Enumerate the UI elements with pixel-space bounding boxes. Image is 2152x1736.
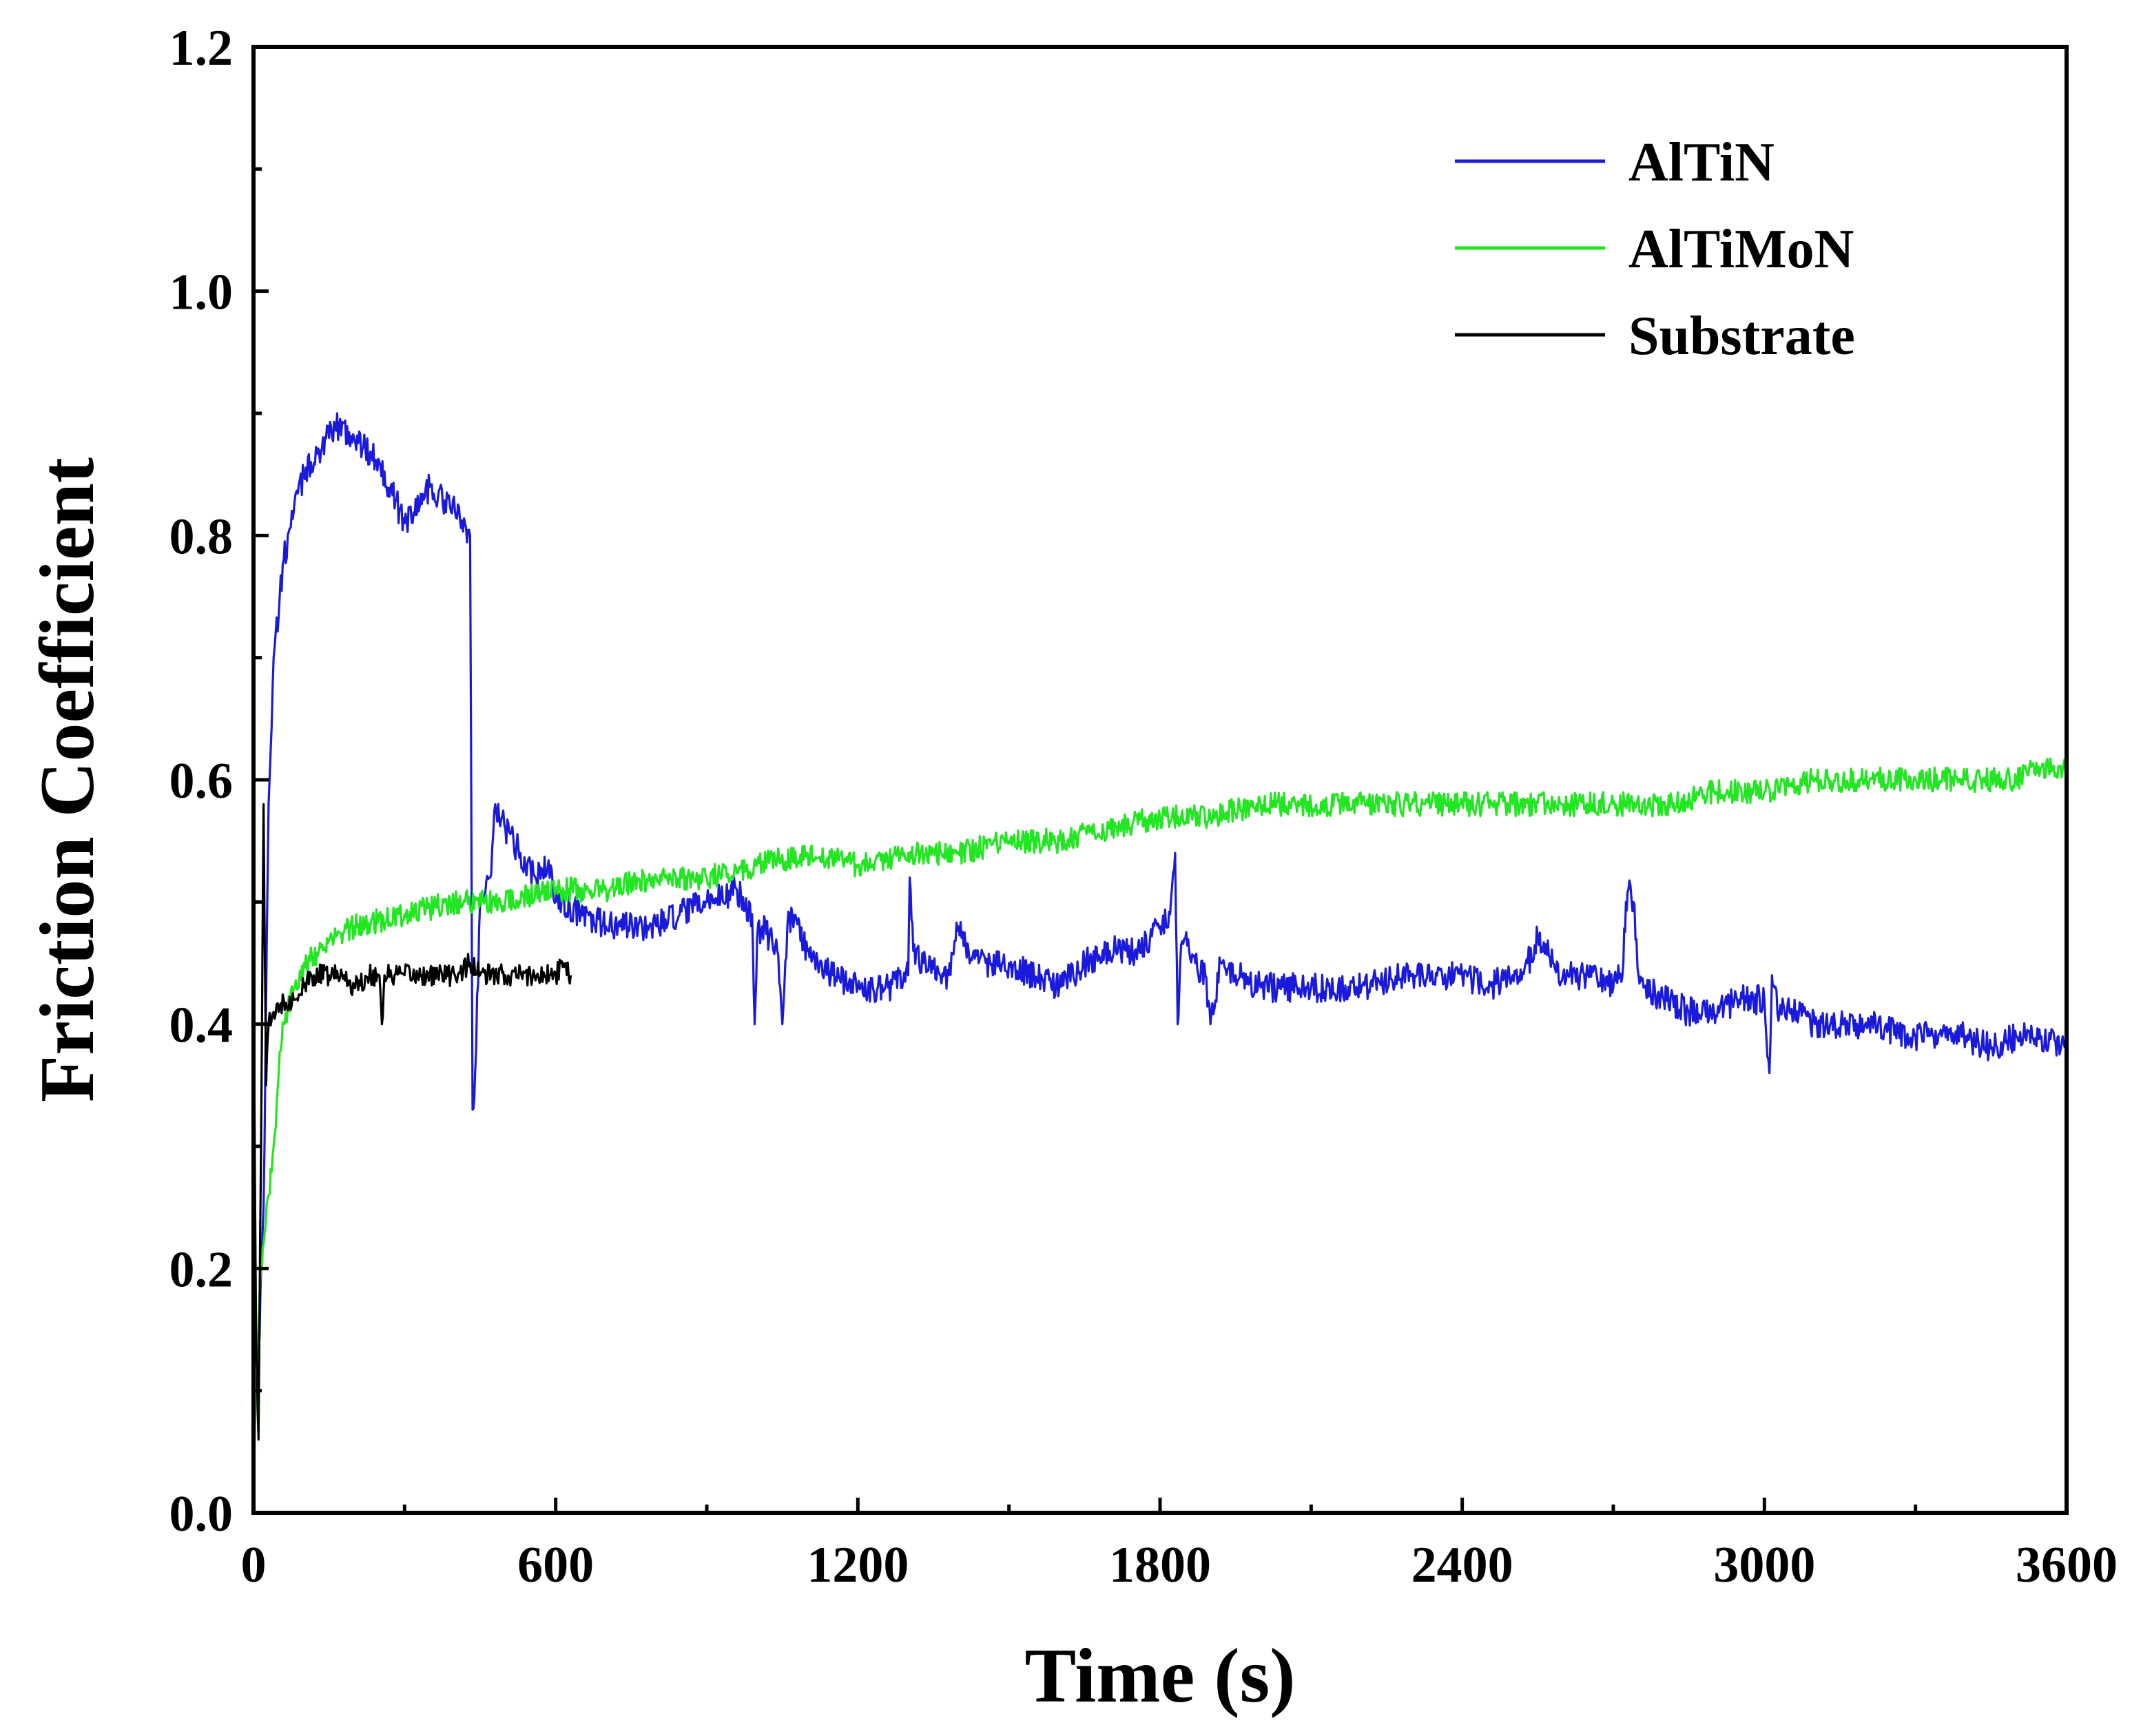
series-layer xyxy=(252,412,2068,1489)
x-tick-label: 600 xyxy=(517,1537,594,1593)
y-tick-label: 0.4 xyxy=(169,998,234,1054)
legend-label: AlTiMoN xyxy=(1628,219,1854,280)
x-axis-title: Time (s) xyxy=(1025,1633,1296,1719)
legend-item-altimon: AlTiMoN xyxy=(1455,219,1854,280)
y-tick-label: 1.2 xyxy=(169,20,234,76)
x-tick-label: 2400 xyxy=(1411,1537,1513,1593)
legend-label: Substrate xyxy=(1628,306,1855,366)
legend-item-substrate: Substrate xyxy=(1455,306,1855,366)
ticks-layer xyxy=(251,45,2069,1515)
series-line-altimon xyxy=(252,757,2068,1489)
y-tick-label: 0.0 xyxy=(169,1486,234,1542)
y-axis-title: Friction Coefficient xyxy=(25,457,110,1102)
ticklabels-layer: 0 600 1200 1800 2400 3000 3600 0.0 0.2 0.4 0.6 0.8 1… xyxy=(169,20,2118,1593)
legend-item-altin: AlTiN xyxy=(1455,132,1775,193)
series-line-altin xyxy=(252,412,2068,1360)
x-tick-label: 3600 xyxy=(2016,1537,2118,1593)
series-line-substrate xyxy=(252,803,572,1441)
y-tick-label: 0.8 xyxy=(169,508,234,565)
legend-label: AlTiN xyxy=(1628,132,1775,193)
y-tick-label: 0.6 xyxy=(169,753,234,809)
legend: AlTiN AlTiMoN Substrate xyxy=(1455,132,1855,366)
x-tick-label: 0 xyxy=(241,1537,267,1593)
x-tick-label: 1800 xyxy=(1109,1537,1211,1593)
y-tick-label: 1.0 xyxy=(169,265,234,321)
x-tick-label: 1200 xyxy=(807,1537,909,1593)
x-tick-label: 3000 xyxy=(1713,1537,1815,1593)
y-tick-label: 0.2 xyxy=(169,1241,234,1298)
